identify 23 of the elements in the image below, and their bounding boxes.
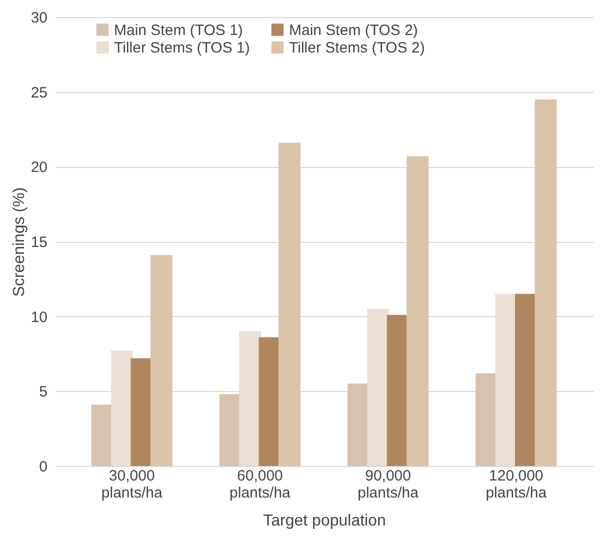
legend-label: Tiller Stems (TOS 2) [289, 40, 425, 56]
y-tick-label: 5 [39, 384, 48, 401]
y-tick-label: 30 [30, 10, 48, 26]
y-tick-label: 20 [30, 159, 48, 176]
x-tick-label: 60,000 plants/ha [230, 468, 292, 502]
x-tick-label: 90,000 plants/ha [358, 468, 420, 502]
y-tick-label: 0 [39, 458, 48, 476]
bar [534, 99, 557, 466]
y-tick-label: 15 [30, 234, 48, 251]
legend-label: Main Stem (TOS 1) [114, 22, 243, 39]
bar [406, 156, 429, 466]
legend-label: Main Stem (TOS 2) [289, 22, 418, 39]
y-tick-label: 10 [30, 308, 48, 326]
bar [239, 331, 262, 466]
x-axis-title: Target population [263, 512, 386, 530]
x-tick-label: 30,000 plants/ha [101, 468, 163, 502]
bar [367, 308, 390, 466]
x-tick-label: 120,000 plants/ha [486, 468, 548, 502]
legend-label: Tiller Stems (TOS 1) [114, 40, 250, 56]
y-tick-label: 25 [30, 84, 48, 102]
bar [150, 254, 172, 466]
y-axis-title: Screenings (%) [10, 187, 28, 297]
bar [278, 142, 301, 466]
